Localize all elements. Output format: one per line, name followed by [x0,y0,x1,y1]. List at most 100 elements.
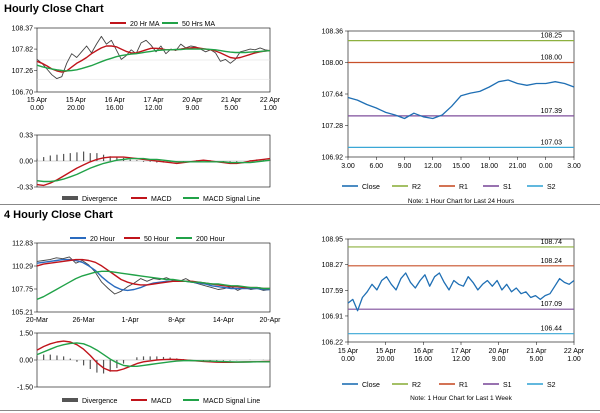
x-tick-label: 20.00 [67,105,85,112]
y-tick-label: 108.00 [322,60,344,67]
legend-label: MACD [151,196,172,203]
x-tick-label: 15 Apr [338,348,359,355]
x-tick-label: 20-Mar [26,317,49,324]
legend-label: R1 [459,184,468,191]
x-tick-label: 0.00 [30,105,44,112]
y-tick-label: 106.70 [12,90,34,97]
x-tick-label: 12.00 [145,105,163,112]
x-tick-label: 18.00 [480,163,498,170]
four-hourly-section-title: 4 Hourly Close Chart [4,209,113,221]
y-tick-label: 107.75 [12,287,34,294]
x-tick-label: 1-Apr [122,317,140,324]
legend-label: S2 [547,382,556,389]
y-tick-label: 106.92 [322,155,344,162]
series-line-close [347,272,575,312]
y-tick-label: 110.29 [12,264,33,271]
chart-note: Note: 1 Hour Chart for Last 24 Hours [408,198,515,205]
legend-label: R2 [412,382,421,389]
x-tick-label: 20.00 [377,356,395,363]
series-line-50-hour [36,258,270,290]
legend-label: Close [362,184,380,191]
legend-label: 20 Hr MA [130,21,160,28]
series-line-signal [36,342,270,367]
series-line-50-hrs-ma [36,48,271,72]
x-tick-label: 9.00 [186,105,200,112]
level-label: 107.03 [541,139,563,146]
y-tick-label: 107.26 [12,68,34,75]
level-label: 108.74 [541,239,563,246]
x-tick-label: 15.00 [452,163,470,170]
x-tick-label: 26-Mar [73,317,96,324]
y-tick-label: 108.27 [322,262,344,269]
x-tick-label: 21.00 [509,163,527,170]
x-tick-label: 6.00 [369,163,383,170]
legend-label: MACD Signal Line [203,398,260,405]
y-tick-label: 0.00 [19,159,33,166]
x-tick-label: 22 Apr [260,97,281,104]
x-tick-label: 16.00 [106,105,124,112]
hourly-section-title: Hourly Close Chart [4,3,104,15]
y-tick-label: 108.36 [322,29,344,36]
series-line-200-hour [36,270,270,301]
y-tick-label: 108.95 [322,237,344,244]
x-tick-label: 21 Apr [221,97,242,104]
series-line-macd [36,340,271,372]
legend-label: 200 Hour [196,236,225,243]
legend-label: 50 Hrs MA [182,21,215,28]
legend-swatch [62,398,78,402]
x-tick-label: 15 Apr [66,97,87,104]
level-label: 108.25 [541,33,563,40]
section-divider [0,204,600,205]
y-tick-label: 106.22 [322,340,344,347]
level-label: 108.00 [541,55,563,62]
x-tick-label: 1.00 [567,356,581,363]
x-tick-label: 8-Apr [168,317,186,324]
x-tick-label: 16 Apr [413,348,434,355]
legend-label: Divergence [82,196,118,203]
legend-swatch [62,196,78,200]
y-tick-label: 1.50 [19,331,33,338]
x-tick-label: 12.00 [424,163,442,170]
x-tick-label: 9.00 [492,356,506,363]
x-tick-label: 17 Apr [143,97,164,104]
legend-label: S1 [503,382,512,389]
legend-label: R1 [459,382,468,389]
x-tick-label: 20 Apr [182,97,203,104]
level-label: 107.39 [541,108,563,115]
series-line-macd [36,156,271,187]
series-line-close [36,35,271,80]
y-tick-label: 0.00 [19,358,33,365]
chart-note: Note: 1 Hour Chart for Last 1 Week [410,395,513,402]
x-tick-label: 5.00 [530,356,544,363]
x-tick-label: 1.00 [263,105,277,112]
series-line-20-hr-ma [36,45,271,73]
bottom-divider [0,410,600,411]
legend-label: Close [362,382,380,389]
x-tick-label: 12.00 [452,356,470,363]
x-tick-label: 15 Apr [376,348,397,355]
y-tick-label: 107.82 [12,47,34,54]
x-tick-label: 20-Apr [259,317,281,324]
x-tick-label: 0.00 [539,163,553,170]
level-label: 108.24 [541,258,563,265]
hourly_24h-plot-frame [347,30,575,158]
legend-label: S1 [503,184,512,191]
legend-label: MACD [151,398,172,405]
legend-label: 50 Hour [144,236,170,243]
y-tick-label: 0.33 [19,133,33,140]
level-label: 107.09 [541,301,563,308]
y-tick-label: 108.37 [12,26,34,33]
y-tick-label: 106.91 [322,313,344,320]
legend-label: S2 [547,184,556,191]
legend-label: MACD Signal Line [203,196,260,203]
x-tick-label: 15 Apr [27,97,48,104]
x-tick-label: 3.00 [567,163,581,170]
y-tick-label: 105.21 [12,310,34,317]
legend-label: R2 [412,184,421,191]
x-tick-label: 5.00 [224,105,238,112]
legend-label: 20 Hour [90,236,116,243]
y-tick-label: 107.64 [322,92,344,99]
x-tick-label: 16.00 [415,356,433,363]
legend-label: Divergence [82,398,118,405]
